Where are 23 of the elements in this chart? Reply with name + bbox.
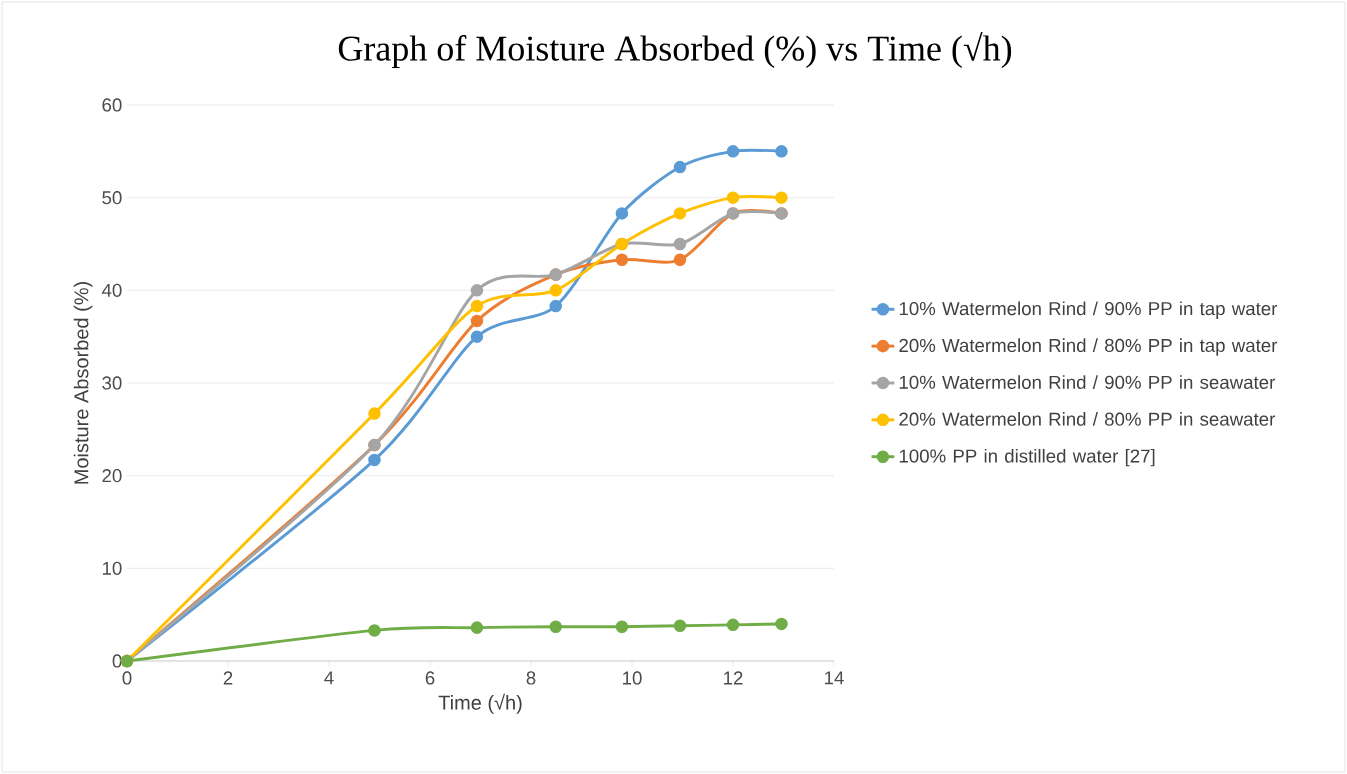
chart-title: Graph of Moisture Absorbed (%) vs Time (√h) — [338, 31, 1012, 69]
y-tick-label: 30 — [102, 376, 122, 390]
legend-label: 10% Watermelon Rind / 90% PP in seawater — [899, 375, 1276, 389]
legend-label: 10% Watermelon Rind / 90% PP in tap water — [899, 301, 1278, 319]
x-tick-label: 8 — [526, 671, 536, 685]
x-tick-label: 6 — [425, 671, 435, 685]
x-tick-label: 2 — [223, 671, 233, 685]
legend-label: 20% Watermelon Rind / 80% PP in seawater — [899, 412, 1276, 426]
legend-label: 100% PP in distilled water [27] — [899, 448, 1155, 467]
legend-label: 20% Watermelon Rind / 80% PP in tap water — [899, 338, 1278, 356]
x-tick-label: 10 — [623, 671, 642, 685]
x-axis-title: Time (√h) — [438, 693, 522, 714]
y-tick-label: 0 — [112, 654, 122, 668]
y-tick-label: 10 — [102, 561, 122, 575]
y-axis-title: Moisture Absorbed (%) — [73, 282, 93, 484]
y-tick-label: 40 — [101, 283, 122, 297]
y-tick-label: 20 — [102, 469, 122, 483]
x-tick-label: 14 — [825, 671, 844, 685]
y-tick-label: 60 — [102, 98, 122, 112]
x-tick-label: 4 — [324, 671, 334, 685]
y-tick-label: 50 — [102, 191, 122, 205]
x-tick-label: 0 — [122, 671, 132, 685]
x-tick-label: 12 — [724, 671, 743, 685]
